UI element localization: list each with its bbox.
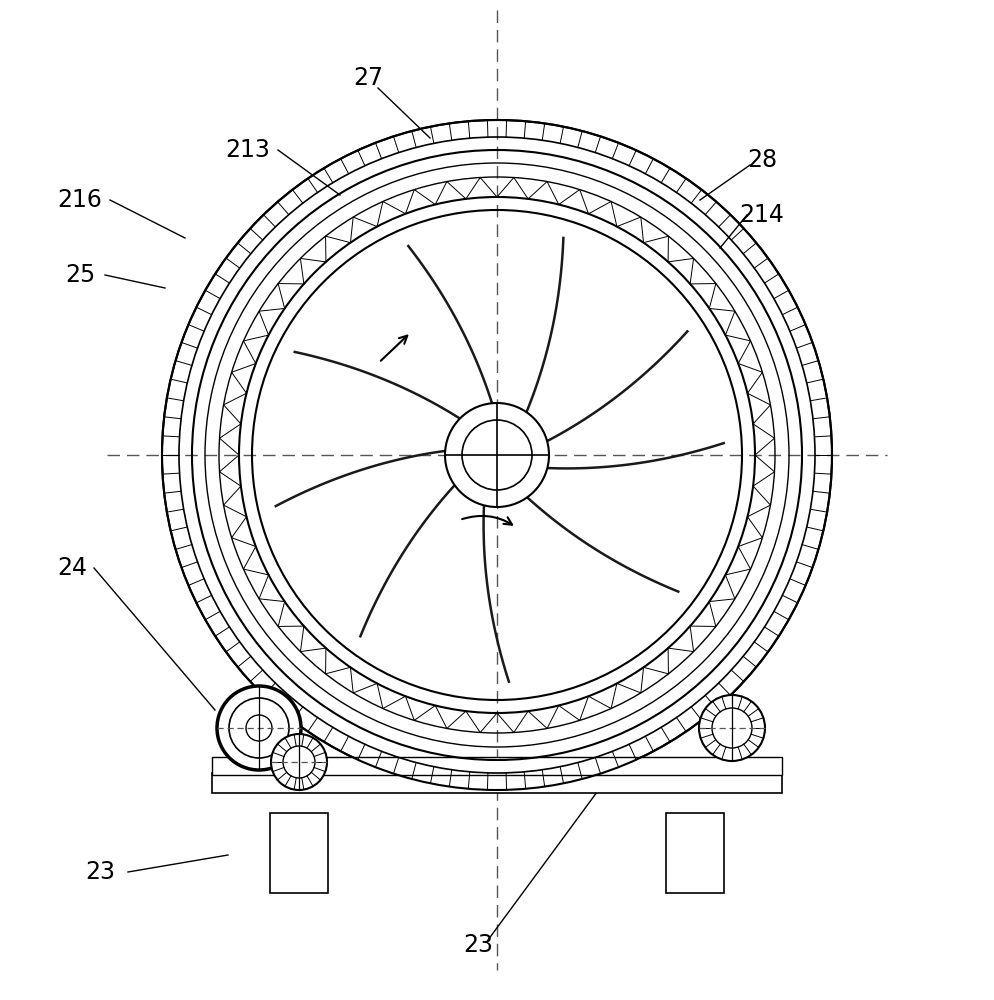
Bar: [270, 813, 328, 893]
Bar: [212, 773, 782, 793]
Bar: [666, 813, 724, 893]
Circle shape: [162, 120, 832, 790]
Bar: [212, 757, 782, 775]
Text: 27: 27: [353, 66, 383, 90]
Circle shape: [271, 734, 327, 790]
Text: 216: 216: [58, 188, 102, 212]
Circle shape: [445, 403, 549, 507]
Text: 23: 23: [85, 860, 115, 884]
Text: 23: 23: [463, 933, 493, 957]
Text: 24: 24: [57, 556, 87, 580]
Text: 28: 28: [746, 148, 777, 172]
Text: 25: 25: [65, 263, 95, 287]
Circle shape: [217, 686, 301, 770]
Text: 213: 213: [226, 138, 270, 162]
Circle shape: [699, 695, 765, 761]
Text: 214: 214: [740, 203, 784, 227]
